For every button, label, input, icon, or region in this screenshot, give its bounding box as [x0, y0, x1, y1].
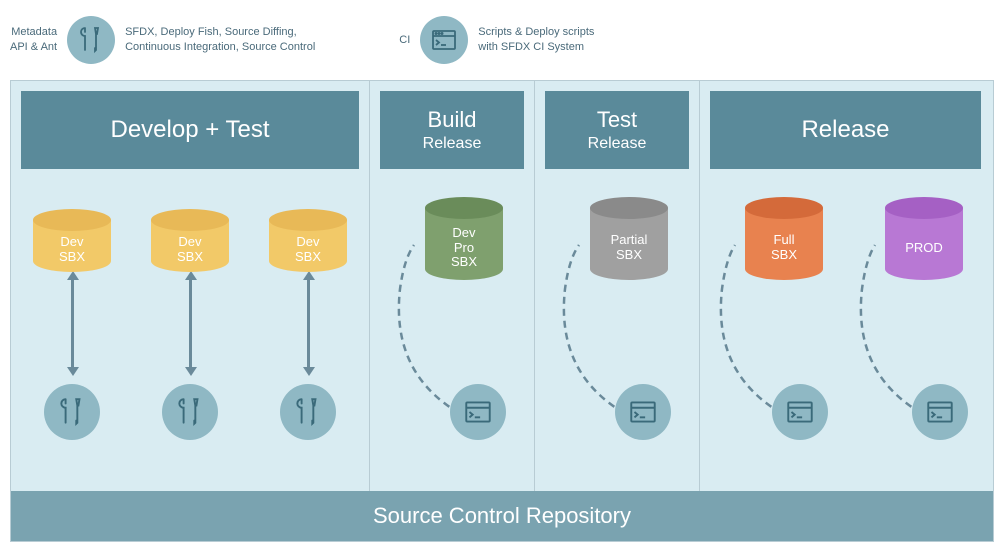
- arrow-dev1: [71, 279, 74, 369]
- terminal-icon: [420, 16, 468, 64]
- arrow-head-up: [303, 271, 315, 280]
- cylinder-devpro: Dev Pro SBX: [425, 197, 503, 280]
- arrow-head-down: [303, 367, 315, 376]
- cylinder-dev3: Dev SBX: [269, 209, 347, 272]
- cyl-top: [885, 197, 963, 219]
- stage-title: Build: [428, 107, 477, 133]
- stage-body-release: Full SBX PROD: [700, 179, 991, 541]
- tool-circle-3: [280, 384, 336, 440]
- legend-left: Metadata API & Ant SFDX, Deploy Fish, So…: [10, 16, 315, 64]
- cyl-label: Dev SBX: [295, 235, 321, 265]
- legend-left-pre: Metadata API & Ant: [10, 25, 57, 55]
- arrow-head-down: [185, 367, 197, 376]
- cylinder-full: Full SBX: [745, 197, 823, 280]
- stage-title: Release: [801, 116, 889, 144]
- repo-label: Source Control Repository: [373, 503, 631, 529]
- repo-bar: Source Control Repository: [11, 491, 993, 541]
- tool-circle-2: [162, 384, 218, 440]
- cyl-label: Dev SBX: [177, 235, 203, 265]
- stage-test: Test Release Partial SBX: [534, 81, 699, 541]
- stage-subtitle: Release: [423, 135, 482, 153]
- stage-develop-test: Develop + Test Dev SBX Dev SBX Dev SBX: [11, 81, 369, 541]
- stage-header-build: Build Release: [380, 91, 524, 169]
- cyl-label: Dev Pro SBX: [451, 226, 477, 271]
- stage-release: Release Full SBX PROD: [699, 81, 991, 541]
- arrow-dev3: [307, 279, 310, 369]
- stage-header-test: Test Release: [545, 91, 689, 169]
- stage-header-release: Release: [710, 91, 981, 169]
- arrow-head-down: [67, 367, 79, 376]
- legend-right-post: Scripts & Deploy scripts with SFDX CI Sy…: [478, 25, 594, 55]
- pipeline-panel: Develop + Test Dev SBX Dev SBX Dev SBX: [10, 80, 994, 542]
- cyl-top: [425, 197, 503, 219]
- terminal-window-icon: [429, 25, 459, 55]
- cylinder-prod: PROD: [885, 197, 963, 280]
- stages-row: Develop + Test Dev SBX Dev SBX Dev SBX: [11, 81, 993, 541]
- wrench-screwdriver-icon: [76, 25, 106, 55]
- cyl-label: Partial SBX: [611, 233, 648, 263]
- cyl-label: Dev SBX: [59, 235, 85, 265]
- legend-left-post: SFDX, Deploy Fish, Source Diffing, Conti…: [125, 25, 315, 55]
- tool-circle-1: [44, 384, 100, 440]
- terminal-circle-test: [615, 384, 671, 440]
- arrow-head-up: [67, 271, 79, 280]
- cylinder-dev2: Dev SBX: [151, 209, 229, 272]
- legend-row: Metadata API & Ant SFDX, Deploy Fish, So…: [10, 10, 994, 70]
- stage-build: Build Release Dev Pro SBX: [369, 81, 534, 541]
- stage-body-build: Dev Pro SBX: [370, 179, 534, 541]
- legend-right: CI Scripts & Deploy scripts with SFDX CI…: [399, 16, 594, 64]
- stage-title: Test: [597, 107, 637, 133]
- arrow-dev2: [189, 279, 192, 369]
- cyl-label: PROD: [905, 241, 943, 256]
- stage-body-develop: Dev SBX Dev SBX Dev SBX: [11, 179, 369, 541]
- legend-right-pre: CI: [399, 33, 410, 48]
- tools-icon: [67, 16, 115, 64]
- cyl-top: [151, 209, 229, 231]
- cyl-top: [590, 197, 668, 219]
- stage-header-develop: Develop + Test: [21, 91, 359, 169]
- terminal-circle-full: [772, 384, 828, 440]
- cylinder-partial: Partial SBX: [590, 197, 668, 280]
- terminal-circle-prod: [912, 384, 968, 440]
- arrow-head-up: [185, 271, 197, 280]
- cyl-top: [269, 209, 347, 231]
- cyl-top: [33, 209, 111, 231]
- stage-subtitle: Release: [588, 135, 647, 153]
- stage-body-test: Partial SBX: [535, 179, 699, 541]
- cyl-label: Full SBX: [771, 233, 797, 263]
- cylinder-dev1: Dev SBX: [33, 209, 111, 272]
- stage-title: Develop + Test: [111, 116, 270, 144]
- terminal-circle-build: [450, 384, 506, 440]
- cyl-top: [745, 197, 823, 219]
